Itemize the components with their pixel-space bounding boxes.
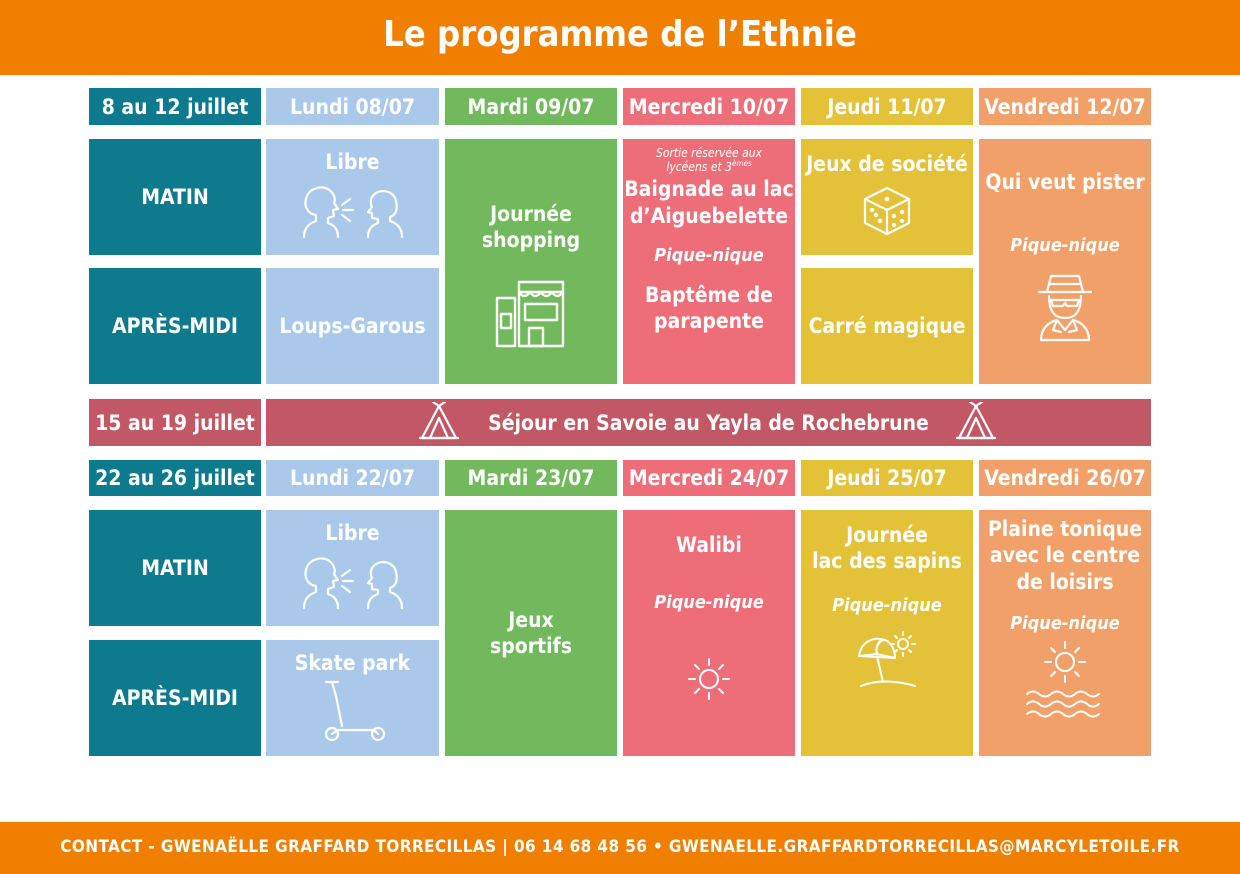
week-label: 22 au 26 juillet bbox=[89, 460, 261, 496]
day-header: Vendredi 26/07 bbox=[979, 460, 1151, 496]
activity-label: Carré magique bbox=[801, 268, 973, 384]
picnic-label: Pique-nique bbox=[832, 594, 942, 616]
activity-label: parapente bbox=[654, 309, 764, 334]
row-label-matin: MATIN bbox=[89, 139, 261, 255]
day-header: Jeudi 11/07 bbox=[801, 88, 973, 125]
picnic-label: Pique-nique bbox=[1010, 612, 1120, 634]
activity-label: avec le centre bbox=[989, 543, 1141, 568]
activity-label: Baptême de bbox=[645, 282, 773, 307]
activity-label: Qui veut pister bbox=[985, 170, 1145, 194]
day-header: Lundi 22/07 bbox=[266, 460, 439, 496]
activity-cell: Jeux de société bbox=[801, 139, 973, 255]
activity-cell: Skate park bbox=[266, 640, 439, 756]
activity-cell: Walibi Pique-nique bbox=[623, 510, 795, 756]
sun-icon bbox=[688, 658, 730, 701]
activity-label: Libre bbox=[325, 521, 380, 545]
activity-cell: Journée shopping bbox=[445, 139, 617, 384]
row-label-matin: MATIN bbox=[89, 510, 261, 626]
footer-bar: CONTACT - GWENAËLLE GRAFFARD TORRECILLAS… bbox=[0, 822, 1240, 874]
activity-label: Plaine tonique bbox=[987, 517, 1143, 541]
activity-cell: Libre bbox=[266, 139, 439, 255]
day-header: Jeudi 25/07 bbox=[801, 460, 973, 496]
picnic-label: Pique-nique bbox=[1010, 235, 1120, 257]
activity-label: Libre bbox=[325, 150, 380, 174]
sun-icon bbox=[1044, 640, 1086, 683]
day-header: Vendredi 12/07 bbox=[979, 88, 1151, 125]
activity-cell: Jeux sportifs bbox=[445, 510, 617, 756]
row-label-apres-midi: APRÈS-MIDI bbox=[89, 640, 261, 756]
shop-icon bbox=[495, 280, 565, 347]
day-header: Mercredi 24/07 bbox=[623, 460, 795, 496]
activity-label: Loups-Garous bbox=[266, 268, 439, 384]
week-label: 15 au 19 juillet bbox=[89, 399, 261, 446]
activity-note: Sortie réservée aux lycéens et 3èmes bbox=[656, 146, 762, 175]
page-title: Le programme de l’Ethnie bbox=[383, 14, 857, 55]
activity-label: Skate park bbox=[294, 651, 411, 675]
picnic-label: Pique-nique bbox=[654, 244, 764, 266]
activity-label: Jeux bbox=[508, 607, 554, 632]
activity-label: Walibi bbox=[676, 533, 742, 557]
picnic-label: Pique-nique bbox=[654, 592, 764, 614]
activity-label: shopping bbox=[481, 228, 581, 253]
activity-label: Baignade au lac bbox=[624, 177, 794, 202]
dice-icon bbox=[863, 187, 911, 236]
activity-cell: Libre bbox=[266, 510, 439, 626]
header-bar: Le programme de l’Ethnie bbox=[0, 0, 1240, 75]
activity-label: Journée bbox=[490, 202, 572, 226]
activity-cell: Sortie réservée aux lycéens et 3èmes Bai… bbox=[623, 139, 795, 384]
contact-info: CONTACT - GWENAËLLE GRAFFARD TORRECILLAS… bbox=[60, 837, 1180, 857]
activity-label: Journée bbox=[846, 523, 928, 547]
sejour-label: Séjour en Savoie au Yayla de Rochebrune bbox=[488, 410, 929, 435]
detective-icon bbox=[1037, 275, 1093, 342]
activity-label: de loisirs bbox=[1016, 569, 1114, 594]
scooter-icon bbox=[324, 681, 385, 742]
talking-people-icon bbox=[302, 557, 403, 610]
day-header: Mercredi 10/07 bbox=[623, 88, 795, 125]
row-label-apres-midi: APRÈS-MIDI bbox=[89, 268, 261, 384]
activity-cell: Qui veut pister Pique-nique bbox=[979, 139, 1151, 384]
talking-people-icon bbox=[302, 186, 403, 239]
day-header: Lundi 08/07 bbox=[266, 88, 439, 125]
tent-icon bbox=[418, 402, 460, 440]
beach-umbrella-icon bbox=[858, 630, 916, 687]
week-label: 8 au 12 juillet bbox=[89, 88, 261, 125]
sejour-banner: Séjour en Savoie au Yayla de Rochebrune bbox=[266, 399, 1151, 446]
activity-cell: Plaine tonique avec le centre de loisirs… bbox=[979, 510, 1151, 756]
activity-cell: Journée lac des sapins Pique-nique bbox=[801, 510, 973, 756]
day-header: Mardi 09/07 bbox=[445, 88, 617, 125]
day-header: Mardi 23/07 bbox=[445, 460, 617, 496]
activity-label: sportifs bbox=[489, 634, 573, 658]
activity-label: lac des sapins bbox=[812, 549, 962, 574]
waves-icon bbox=[1026, 690, 1100, 718]
activity-label: Jeux de société bbox=[806, 152, 968, 176]
tent-icon bbox=[955, 402, 997, 440]
activity-label: d’Aiguebelette bbox=[629, 203, 789, 228]
